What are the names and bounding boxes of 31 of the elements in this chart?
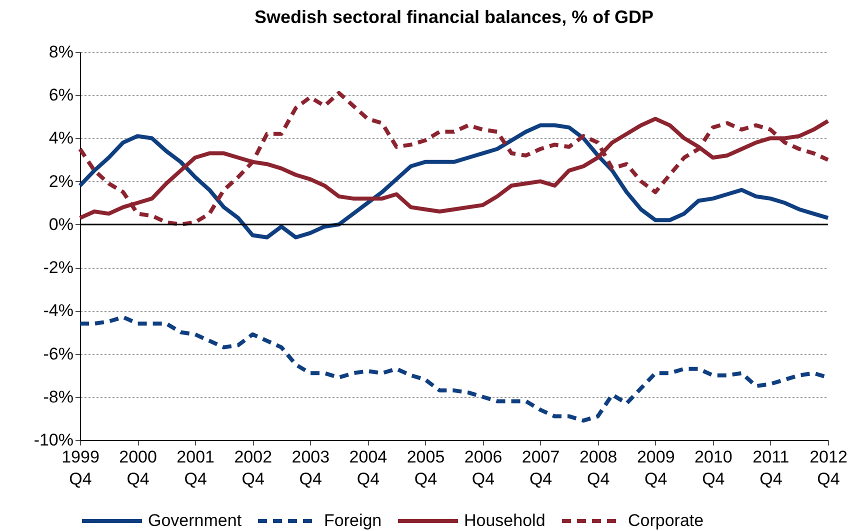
- x-tick-label: 2002 Q4: [234, 448, 272, 488]
- legend-label: Corporate: [628, 511, 704, 530]
- x-tick-label: 2005 Q4: [406, 448, 445, 488]
- x-tick-label: 2000 Q4: [119, 448, 157, 488]
- x-tick-label: 1999 Q4: [62, 448, 100, 488]
- x-tick-label: 2012 Q4: [810, 448, 848, 488]
- line-series: [78, 90, 830, 226]
- x-tick-label: 2006 Q4: [464, 448, 502, 488]
- x-tick-label: 2007 Q4: [522, 448, 560, 488]
- x-tick-label: 2011 Q4: [752, 448, 790, 488]
- x-tick-label: 2010 Q4: [694, 448, 732, 488]
- y-tick-label: 2%: [48, 172, 74, 191]
- y-tick-label: -10%: [34, 430, 74, 450]
- y-tick-label: 6%: [48, 86, 74, 105]
- legend-label: Household: [464, 511, 546, 530]
- line-series: [78, 123, 830, 240]
- y-tick-label: 8%: [48, 42, 74, 62]
- y-tick-label: -8%: [43, 387, 74, 406]
- x-tick-label: 2001 Q4: [176, 448, 214, 488]
- y-tick-label: 4%: [48, 128, 74, 148]
- x-tick-label: 2009 Q4: [636, 448, 675, 488]
- y-tick-label: -4%: [43, 301, 74, 320]
- y-tick-label: 0%: [48, 214, 74, 234]
- y-tick-label: -6%: [43, 344, 74, 364]
- y-tick-label: -2%: [43, 258, 74, 278]
- x-tick-label: 2008 Q4: [579, 448, 618, 488]
- x-tick-label: 2004 Q4: [349, 448, 388, 488]
- legend-label: Foreign: [324, 511, 382, 530]
- legend-label: Government: [148, 511, 242, 530]
- x-tick-label: 2003 Q4: [292, 448, 330, 488]
- chart-title: Swedish sectoral financial balances, % of GDP: [254, 7, 654, 27]
